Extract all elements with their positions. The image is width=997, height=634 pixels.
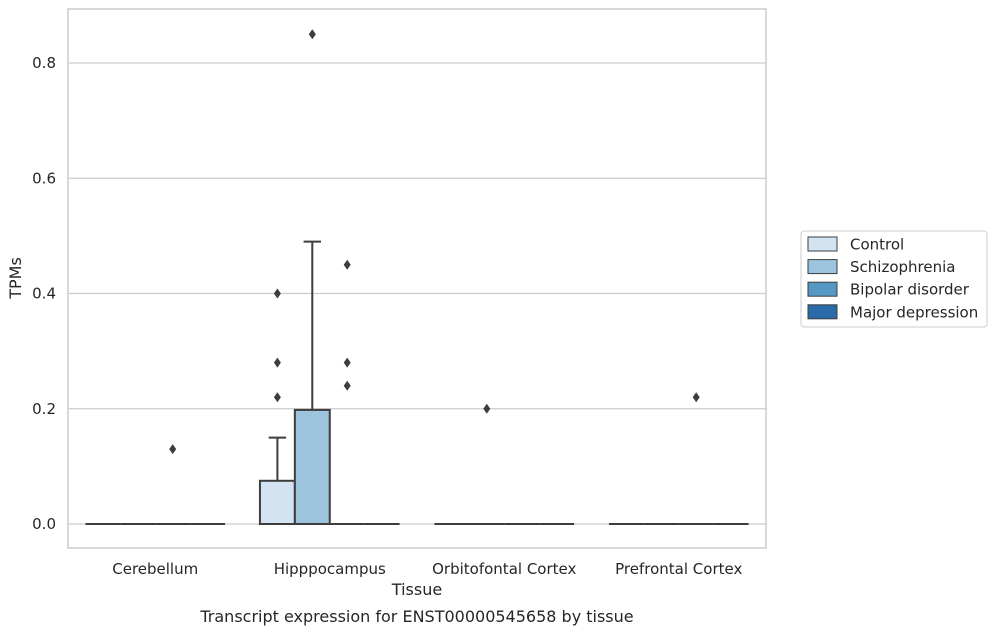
x-tick-label: Hipppocampus xyxy=(274,560,386,578)
outlier-point xyxy=(343,357,351,368)
outlier-point xyxy=(343,380,351,391)
grid-lines xyxy=(68,62,766,525)
x-tick-label: Orbitofontal Cortex xyxy=(432,560,576,578)
y-tick-label: 0.8 xyxy=(32,54,56,72)
box-plot-marks xyxy=(85,29,749,525)
box-control xyxy=(258,288,296,525)
y-tick-label: 0.6 xyxy=(32,169,56,187)
x-tick-label: Cerebellum xyxy=(112,560,198,578)
legend-label: Control xyxy=(850,236,904,254)
y-tick-label: 0.4 xyxy=(32,285,56,303)
box-schizophrenia xyxy=(469,403,505,525)
y-tick-label: 0.0 xyxy=(32,515,56,533)
outlier-point xyxy=(343,259,351,270)
y-axis-label: TPMs xyxy=(6,257,25,300)
legend-swatch xyxy=(807,304,838,320)
legend: Control Schizophrenia Bipolar disorder Majo… xyxy=(800,230,988,328)
chart-caption: Transcript expression for ENST0000054565… xyxy=(199,607,633,626)
outlier-point xyxy=(692,392,700,403)
y-tick-label: 0.2 xyxy=(32,400,56,418)
plot-frame xyxy=(67,8,767,549)
legend-swatch xyxy=(807,236,838,252)
outlier-point xyxy=(273,288,281,299)
legend-label: Bipolar disorder xyxy=(850,281,970,299)
outlier-point xyxy=(273,357,281,368)
box-bipolar-disorder xyxy=(678,392,714,525)
outlier-point xyxy=(308,29,316,40)
x-axis-ticks: Cerebellum Hipppocampus Orbitofontal Corte… xyxy=(112,560,742,578)
legend-label: Major depression xyxy=(850,303,978,321)
box-body xyxy=(258,479,296,525)
x-axis-label: Tissue xyxy=(391,580,442,599)
legend-swatch xyxy=(807,259,838,275)
box-bipolar-disorder xyxy=(329,259,365,525)
box-schizophrenia xyxy=(293,29,331,525)
x-tick-label: Prefrontal Cortex xyxy=(615,560,742,578)
outlier-point xyxy=(483,403,491,414)
box-bipolar-disorder xyxy=(155,444,191,525)
box-body xyxy=(293,408,331,525)
legend-frame xyxy=(800,230,988,328)
legend-label: Schizophrenia xyxy=(850,258,955,276)
legend-swatch xyxy=(807,281,838,297)
y-axis-ticks: 0.0 0.2 0.4 0.6 0.8 xyxy=(32,54,56,533)
outlier-point xyxy=(169,444,177,455)
outlier-point xyxy=(273,392,281,403)
